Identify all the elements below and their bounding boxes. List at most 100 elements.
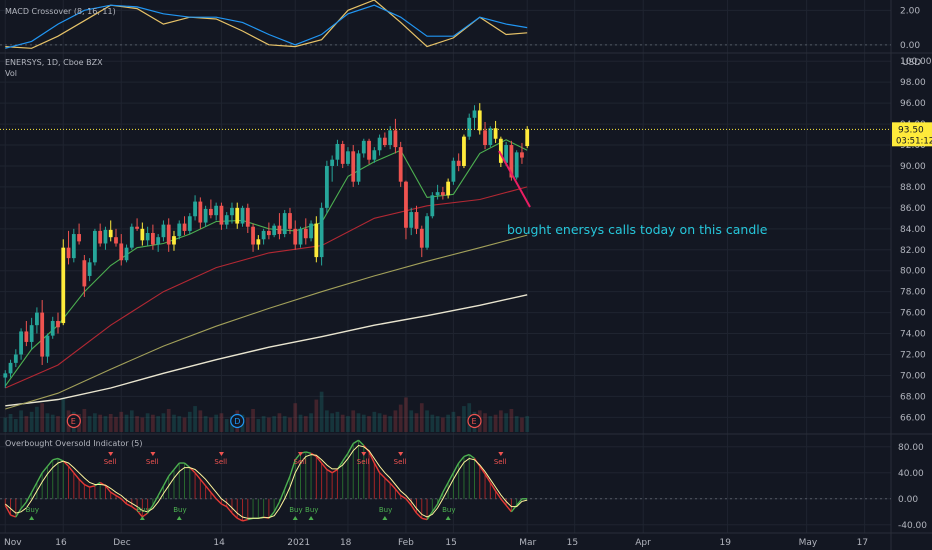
osc-fast-segment [500, 498, 507, 506]
candle-body [340, 143, 345, 164]
volume-bar [56, 416, 60, 432]
candle-body [272, 225, 277, 236]
candle-body [40, 312, 45, 357]
macd-pane[interactable] [0, 0, 891, 49]
candle-body [172, 236, 176, 245]
volume-bar [398, 404, 403, 432]
osc-fast-segment [84, 483, 90, 488]
candle-body [393, 130, 398, 148]
candle-body [514, 152, 519, 178]
osc-fast-segment [78, 478, 85, 485]
osc-fast-segment [52, 457, 59, 461]
y-axis[interactable]: 66.00 68.00 70.00 72.00 74.00 76.00 78.00 80.00… [892, 6, 932, 531]
osc-fast-segment [184, 462, 191, 469]
osc-fast-segment [431, 503, 439, 513]
osc-fast-segment [231, 512, 238, 519]
candle-body [50, 320, 55, 336]
volume-bar [346, 416, 350, 432]
candle-body [372, 150, 377, 160]
candle-body [525, 129, 530, 147]
volume-title: Vol [5, 69, 17, 78]
x-tick-label: May [799, 538, 818, 548]
candle-body [13, 354, 18, 363]
osc-fast-segment [516, 498, 523, 506]
volume-bar [108, 414, 113, 432]
osc-fast-segment [104, 485, 112, 493]
candle-body [477, 110, 482, 131]
last-price-label: 93.50 [898, 125, 924, 135]
volume-bar [409, 410, 414, 432]
osc-fast-segment [368, 451, 375, 464]
osc-tick-label: -40.00 [898, 521, 927, 531]
price-tick-label: 100.00 [900, 57, 932, 67]
volume-bar [82, 408, 87, 432]
candle-body [293, 228, 298, 245]
volume-bar [309, 413, 313, 432]
x-tick-label: 2021 [287, 538, 310, 548]
candle-body [24, 331, 29, 342]
volume-bar [245, 417, 250, 432]
osc-fast-segment [495, 490, 502, 500]
osc-fast-segment [173, 462, 180, 470]
volume-bar [214, 414, 219, 432]
osc-fast-segment [305, 451, 312, 454]
osc-fast-segment [442, 482, 449, 493]
osc-fast-segment [221, 503, 228, 508]
candle-body [29, 325, 34, 342]
volume-bar [103, 416, 108, 432]
osc-fast-segment [120, 498, 128, 505]
osc-fast-segment [152, 495, 159, 506]
osc-fast-segment [131, 506, 138, 512]
osc-fast-segment [468, 453, 475, 460]
volume-bar [335, 411, 340, 432]
osc-fast-segment [210, 491, 217, 500]
osc-fast-segment [57, 457, 64, 462]
sell-arrow-icon [150, 452, 156, 456]
volume-bar [377, 413, 382, 432]
osc-fast-segment [321, 462, 328, 470]
volume-bar [151, 414, 155, 432]
buy-signal-label: Buy [379, 506, 392, 514]
candle-body [82, 260, 87, 287]
candle-body [398, 147, 403, 182]
candle-body [298, 228, 303, 245]
volume-bar [372, 411, 377, 432]
volume-bar [351, 410, 356, 432]
volume-bar [140, 417, 145, 432]
x-tick-label: 17 [857, 538, 868, 548]
osc-fast-segment [168, 469, 175, 477]
candle-body [145, 233, 150, 241]
candle-body [208, 208, 213, 216]
buy-signal-label: Buy [289, 506, 302, 514]
volume-bar [441, 417, 445, 432]
volume-bar [525, 416, 530, 432]
buy-arrow-icon [382, 516, 388, 520]
x-axis[interactable]: Nov 16 Dec 14 2021 18 Feb 15 Mar 15 Apr 19 May 17 [4, 538, 868, 548]
candle-body [282, 213, 287, 235]
price-tick-label: 82.00 [900, 246, 926, 256]
x-tick-label: 15 [567, 538, 578, 548]
candle-body [240, 207, 245, 224]
candle-body [166, 224, 171, 245]
candle-body [87, 262, 92, 276]
osc-fast-segment [452, 462, 460, 474]
volume-bar [314, 399, 319, 432]
candlesticks[interactable] [3, 103, 530, 389]
candle-body [119, 243, 124, 261]
volume-bar [356, 413, 361, 432]
volume-bar [488, 416, 493, 432]
osc-fast-segment [278, 488, 286, 503]
volume-bar [451, 411, 456, 432]
candle-body [193, 201, 197, 217]
price-tick-label: 78.00 [900, 288, 926, 298]
candle-body [509, 145, 514, 178]
candle-body [266, 230, 271, 236]
volume-bar [166, 408, 171, 432]
candle-body [77, 234, 81, 242]
volume-bar [493, 414, 498, 432]
candle-body [198, 201, 203, 223]
volume-bar [504, 413, 508, 432]
